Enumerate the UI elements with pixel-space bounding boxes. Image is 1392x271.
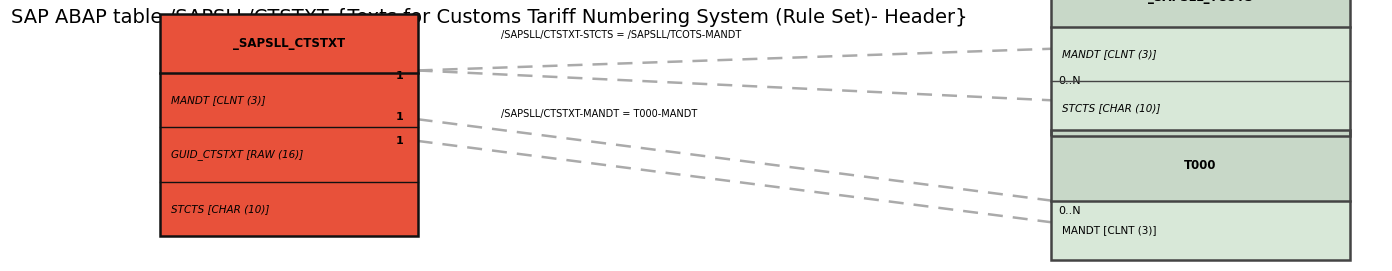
FancyBboxPatch shape [1051, 201, 1350, 260]
Text: 0..N: 0..N [1058, 207, 1080, 216]
Text: 1: 1 [395, 136, 404, 146]
Text: GUID_CTSTXT [RAW (16)]: GUID_CTSTXT [RAW (16)] [171, 149, 303, 160]
FancyBboxPatch shape [160, 127, 418, 182]
Text: /SAPSLL/CTSTXT-MANDT = T000-MANDT: /SAPSLL/CTSTXT-MANDT = T000-MANDT [501, 109, 697, 119]
Text: /SAPSLL/CTSTXT-STCTS = /SAPSLL/TCOTS-MANDT: /SAPSLL/CTSTXT-STCTS = /SAPSLL/TCOTS-MAN… [501, 30, 742, 40]
Text: STCTS [CHAR (10)]: STCTS [CHAR (10)] [171, 204, 270, 214]
FancyBboxPatch shape [1051, 130, 1350, 201]
FancyBboxPatch shape [1051, 27, 1350, 81]
FancyBboxPatch shape [1051, 0, 1350, 27]
Text: MANDT [CLNT (3)]: MANDT [CLNT (3)] [1062, 225, 1157, 235]
FancyBboxPatch shape [160, 14, 418, 73]
Text: 1: 1 [395, 71, 404, 81]
Text: MANDT [CLNT (3)]: MANDT [CLNT (3)] [171, 95, 266, 105]
Text: 1: 1 [395, 112, 404, 121]
Text: SAP ABAP table /SAPSLL/CTSTXT {Texts for Customs Tariff Numbering System (Rule S: SAP ABAP table /SAPSLL/CTSTXT {Texts for… [11, 8, 967, 27]
Text: 0..N: 0..N [1058, 76, 1080, 86]
Text: T000: T000 [1185, 159, 1217, 172]
Text: _SAPSLL_CTSTXT: _SAPSLL_CTSTXT [232, 37, 345, 50]
Text: STCTS [CHAR (10)]: STCTS [CHAR (10)] [1062, 104, 1161, 113]
FancyBboxPatch shape [160, 73, 418, 127]
Text: MANDT [CLNT (3)]: MANDT [CLNT (3)] [1062, 49, 1157, 59]
FancyBboxPatch shape [1051, 81, 1350, 136]
FancyBboxPatch shape [160, 182, 418, 236]
Text: _SAPSLL_TCOTS: _SAPSLL_TCOTS [1148, 0, 1253, 4]
